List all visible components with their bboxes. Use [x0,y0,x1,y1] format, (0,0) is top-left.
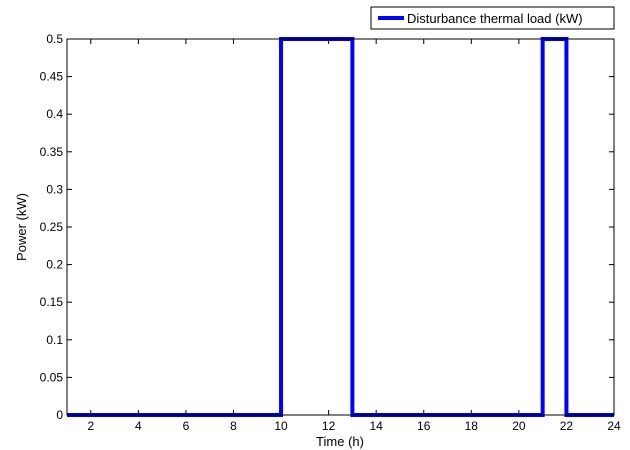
x-tick-label: 14 [369,419,383,433]
y-tick-label: 0.25 [40,220,64,234]
x-tick-label: 20 [512,419,526,433]
x-tick-label: 8 [230,419,237,433]
plot-frame [66,38,615,416]
x-axis-label: Time (h) [316,434,364,449]
y-tick-label: 0.3 [46,182,63,196]
x-tick-label: 24 [607,419,621,433]
y-tick-label: 0.1 [46,333,63,347]
y-tick-label: 0.15 [40,295,64,309]
x-tick-label: 10 [274,419,288,433]
y-tick-label: 0.45 [40,70,64,84]
x-tick-label: 6 [183,419,190,433]
legend-box [370,6,615,30]
y-tick-label: 0.4 [46,107,63,121]
y-axis-label: Power (kW) [14,193,29,261]
y-tick-label: 0 [56,408,63,422]
tick-labels: 2 4 6 8 10 12 14 16 18 20 22 2400.050.10.150.20.250… [40,32,621,433]
y-tick-label: 0.5 [46,32,63,46]
x-tick-label: 2 [87,419,94,433]
x-tick-label: 16 [417,419,431,433]
y-tick-label: 0.2 [46,258,63,272]
x-tick-label: 4 [135,419,142,433]
y-tick-label: 0.05 [40,370,64,384]
x-tick-label: 18 [465,419,479,433]
plot-area [67,39,614,415]
legend: Disturbance thermal load (kW) [370,6,615,30]
x-tick-label: 22 [560,419,574,433]
y-tick-label: 0.35 [40,145,64,159]
legend-label: Disturbance thermal load (kW) [407,11,583,26]
x-tick-label: 12 [322,419,336,433]
